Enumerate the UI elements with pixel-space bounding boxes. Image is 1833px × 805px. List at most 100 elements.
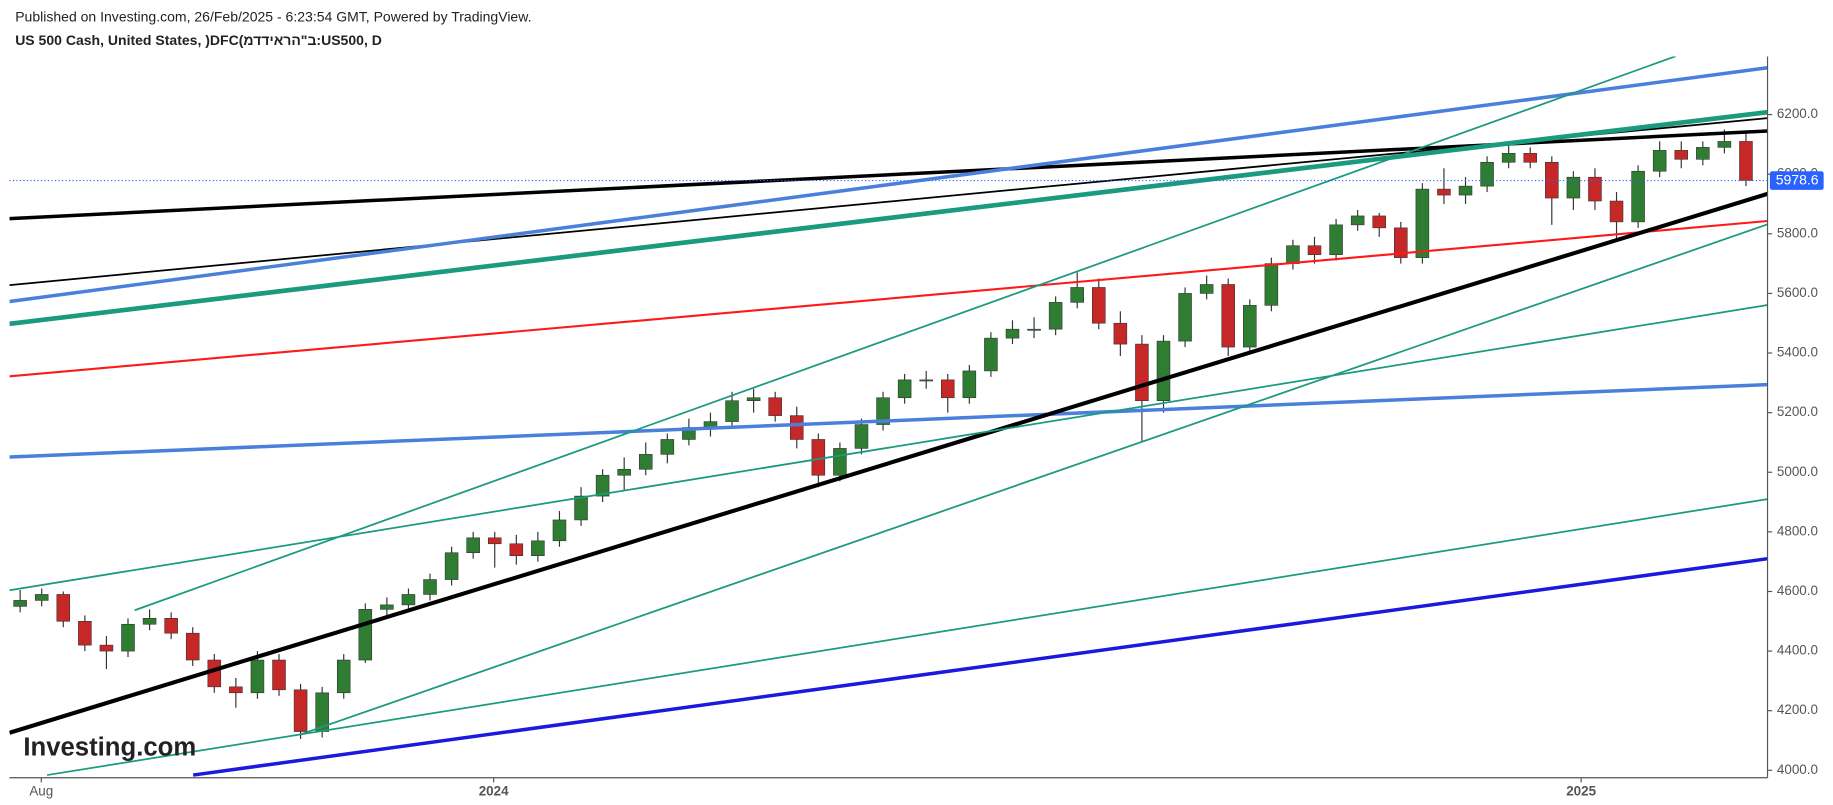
candle-body	[1588, 176, 1602, 202]
trend-line	[9, 191, 1768, 735]
candle-body	[1523, 153, 1537, 163]
plot-area	[9, 56, 1768, 777]
y-tick-label: 4200.0	[1777, 702, 1818, 717]
candle-body	[1545, 161, 1559, 199]
candle-body	[1070, 287, 1084, 303]
candle-body	[876, 397, 890, 425]
candle-body	[789, 415, 804, 440]
x-tick-label: 2025	[1566, 783, 1596, 798]
candle-body	[509, 543, 524, 556]
candle-body	[984, 337, 998, 372]
candle-body	[746, 397, 761, 402]
candle-body	[99, 644, 114, 652]
logo: Investing.com	[23, 733, 196, 761]
candle-body	[56, 594, 71, 622]
candle-body	[833, 448, 847, 476]
candle-body	[121, 623, 135, 652]
candle-body	[1480, 161, 1494, 187]
candle-body	[1609, 200, 1624, 223]
trend-line	[9, 304, 1768, 592]
trend-line	[134, 56, 1677, 612]
candle-body	[1458, 185, 1473, 196]
candle-body	[1027, 328, 1041, 331]
candle-body	[336, 659, 351, 694]
candle-body	[1631, 170, 1645, 223]
trend-line	[9, 66, 1768, 304]
candle-body	[574, 495, 588, 521]
candle-body	[1113, 322, 1128, 345]
candle-body	[531, 540, 545, 556]
candle-body	[768, 397, 782, 416]
candle-body	[1350, 215, 1365, 226]
candle-body	[1329, 224, 1343, 255]
candle-body	[1307, 245, 1322, 255]
candle-body	[34, 594, 49, 601]
y-tick-label: 4800.0	[1777, 523, 1818, 538]
candle-body	[185, 632, 200, 661]
candle-body	[401, 594, 416, 606]
candle-body	[595, 474, 610, 497]
candle-body	[1005, 328, 1020, 339]
candle-body	[1739, 141, 1753, 181]
candle-body	[1415, 188, 1430, 258]
candle-body	[1178, 293, 1192, 342]
candle-body	[1372, 215, 1386, 229]
candle-body	[1286, 245, 1300, 264]
candle-body	[1243, 305, 1257, 348]
trend-line	[9, 382, 1768, 459]
trend-line	[301, 223, 1768, 735]
candle-body	[423, 579, 437, 595]
candle-body	[1199, 284, 1214, 294]
candle-body	[229, 686, 243, 694]
candle-body	[1135, 343, 1149, 402]
x-tick-label: 2024	[479, 783, 509, 798]
y-tick-label: 5400.0	[1777, 345, 1818, 360]
y-tick-label: 4000.0	[1777, 762, 1818, 777]
trend-line	[9, 219, 1768, 378]
candle-body	[941, 379, 955, 399]
candle-body	[1437, 188, 1451, 196]
y-tick-label: 5800.0	[1777, 225, 1818, 240]
candle-body	[660, 439, 675, 455]
candle-body	[358, 609, 373, 661]
candle-body	[164, 618, 178, 634]
candle-body	[272, 659, 286, 691]
candle-body	[1394, 227, 1408, 258]
candle-body	[13, 600, 27, 607]
candle-body	[1674, 150, 1689, 160]
candle-body	[380, 604, 394, 610]
trend-line	[192, 556, 1768, 777]
candle-body	[919, 379, 933, 382]
candle-body	[1717, 141, 1732, 148]
candle-body	[962, 370, 977, 399]
candle-body	[897, 379, 912, 399]
published-note: Published on Investing.com, 26/Feb/2025 …	[15, 9, 531, 25]
y-tick-label: 5600.0	[1777, 285, 1818, 300]
candle-body	[1221, 284, 1235, 348]
candle-body	[250, 659, 265, 694]
y-tick-label: 4600.0	[1777, 583, 1818, 598]
y-tick-label: 5000.0	[1777, 464, 1818, 479]
candle-body	[552, 519, 567, 542]
candle-body	[811, 439, 826, 476]
candle-body	[78, 620, 92, 646]
candle-body	[638, 454, 653, 470]
candle-body	[487, 537, 502, 545]
candle-body	[1156, 340, 1171, 402]
last-price-label: 5978.6	[1776, 171, 1819, 187]
y-tick-label: 6200.0	[1777, 106, 1818, 121]
trend-line	[46, 498, 1768, 776]
candle-body	[1696, 147, 1710, 160]
candle-body	[466, 537, 480, 554]
candle-body	[1048, 302, 1063, 330]
candle-body	[854, 424, 869, 449]
y-tick-label: 4400.0	[1777, 643, 1818, 658]
candle-body	[725, 400, 739, 422]
candle-body	[617, 468, 631, 476]
candle-body	[1092, 287, 1106, 324]
candle-body	[1501, 153, 1516, 163]
candle-body	[1652, 150, 1667, 172]
last-price-badge	[1769, 171, 1824, 190]
